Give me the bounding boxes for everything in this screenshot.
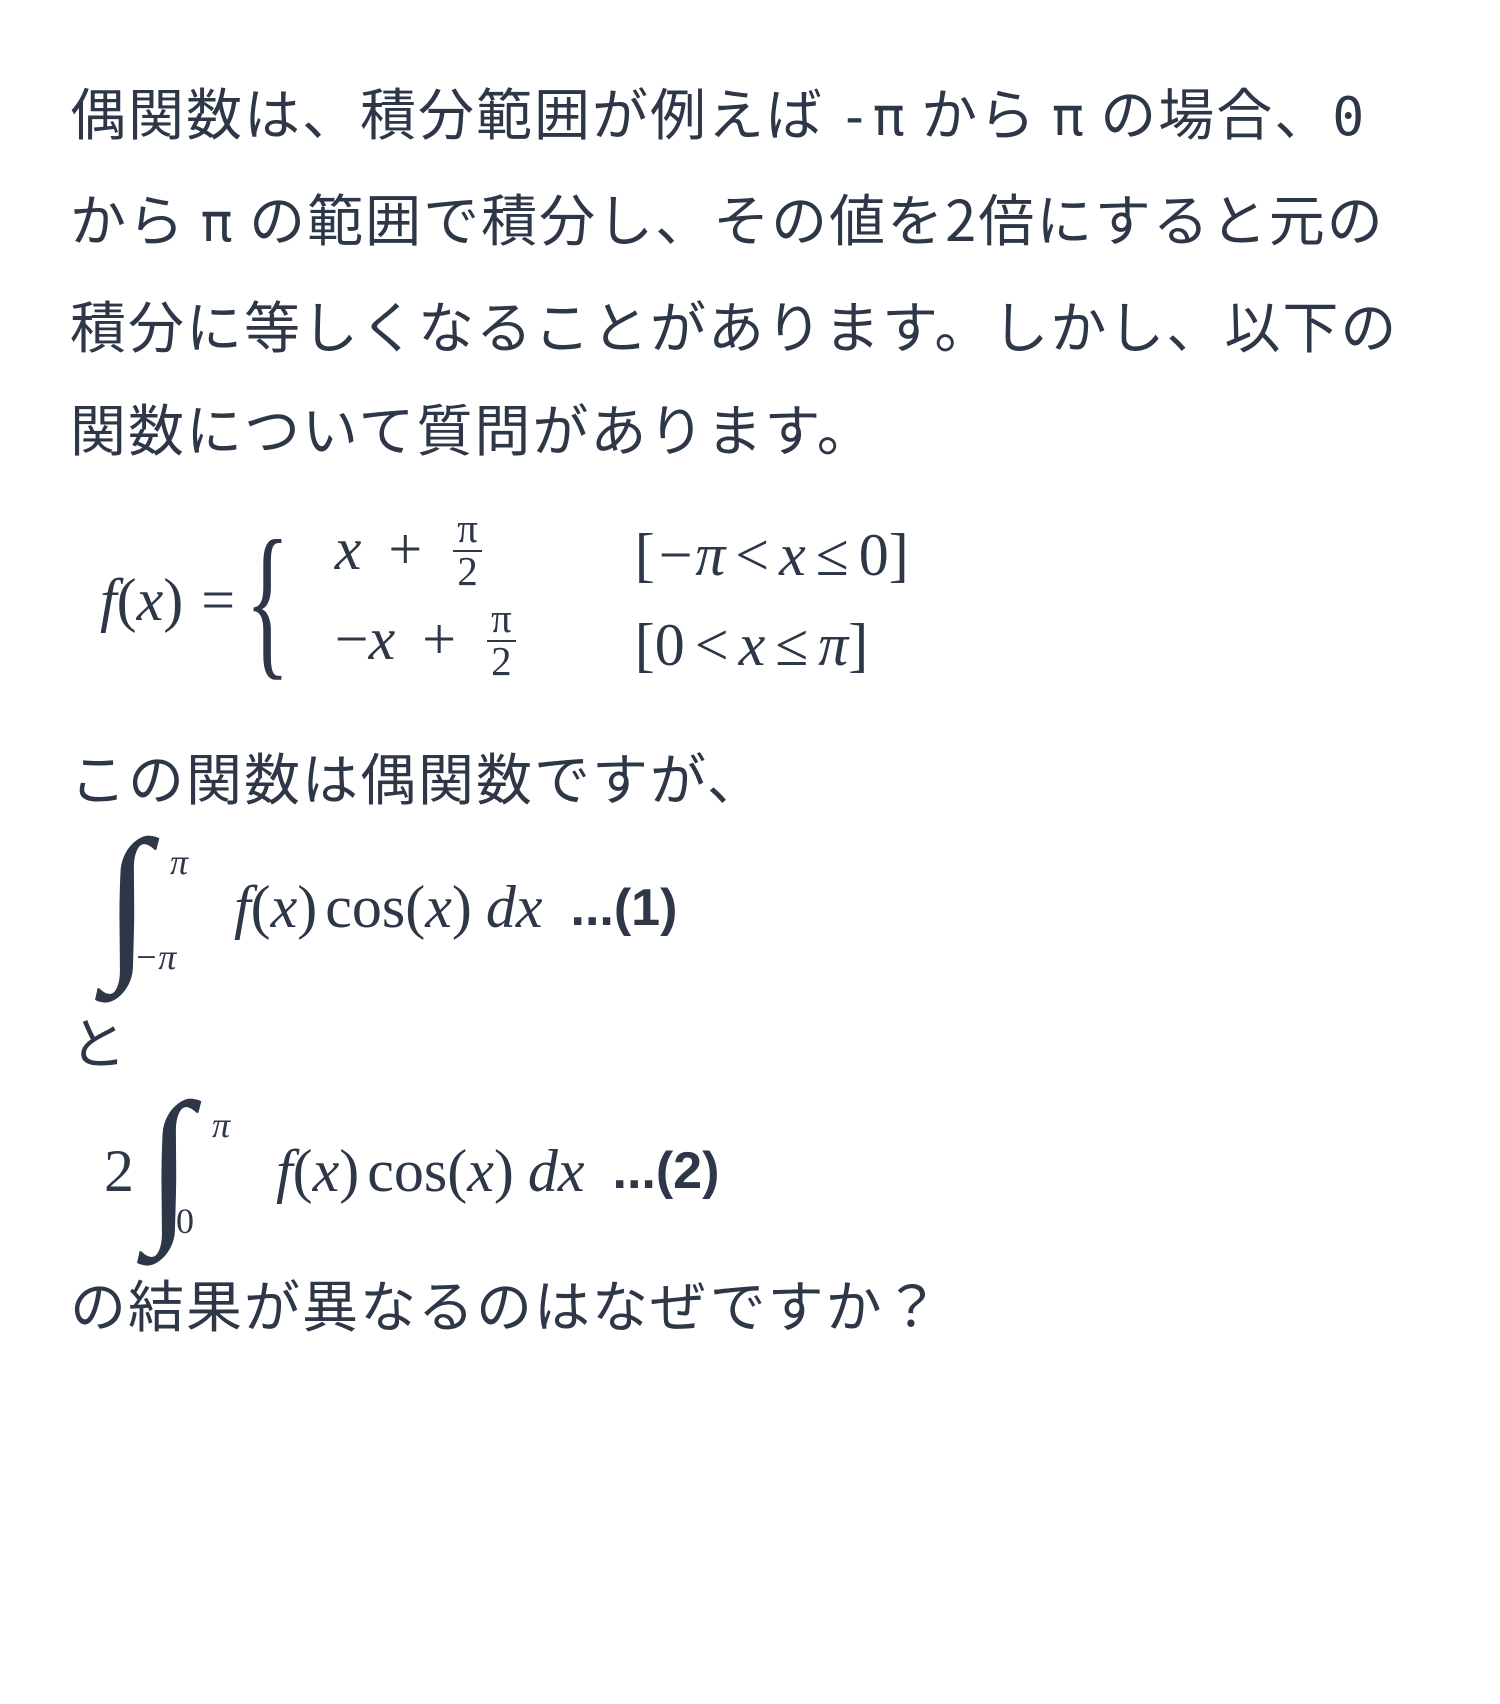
case-row-1: x + π 2 [−π<x≤0] — [335, 510, 909, 600]
int1-d: d — [486, 874, 516, 940]
case1-rel2: ≤ — [806, 522, 859, 588]
case1-expr: x + π 2 — [335, 513, 595, 597]
intro-part-2: から — [907, 71, 1052, 152]
case2-frac-den: 2 — [487, 640, 515, 683]
integral-2-lower: 0 — [176, 1188, 194, 1255]
case1-x: x — [335, 516, 362, 582]
int2-cos: cos — [367, 1138, 447, 1204]
intro-paragraph: 偶関数は、積分範囲が例えば -π から π の場合、0 から π の範囲で積分し… — [70, 60, 1430, 480]
intro-part-1: -π — [839, 86, 907, 148]
case2-rel1: < — [685, 612, 739, 678]
case1-rel1: < — [725, 522, 779, 588]
piecewise-cases: x + π 2 [−π<x≤0] −x + π — [335, 510, 909, 690]
case1-open: [ — [635, 522, 655, 588]
case1-cond: [−π<x≤0] — [595, 519, 909, 591]
case2-close: ] — [848, 612, 868, 678]
intro-part-3: π — [1052, 86, 1086, 148]
int1-x3: x — [516, 874, 543, 940]
integral-1-symbol: ∫ π −π — [104, 833, 194, 983]
integral-2-symbol: ∫ π 0 — [146, 1096, 236, 1246]
lhs-x: x — [137, 567, 164, 633]
connector-text: と — [70, 989, 1430, 1093]
intro-part-7: π — [201, 192, 235, 254]
case1-xv: x — [779, 522, 806, 588]
integral-1-upper: π — [170, 829, 188, 896]
case2-cond: [0<x≤π] — [595, 609, 868, 681]
integral-2-coef: 2 — [104, 1116, 146, 1227]
integral-1-label: ...(1) — [543, 860, 678, 956]
intro-part-0: 偶関数は、積分範囲が例えば — [70, 71, 839, 152]
int2-x2: x — [467, 1138, 494, 1204]
piecewise-lhs: f(x) — [100, 564, 201, 636]
integral-1-integrand: f(x)cos(x)dx — [194, 852, 543, 963]
int2-x3: x — [558, 1138, 585, 1204]
int1-cos: cos — [325, 874, 405, 940]
integral-2-label: ...(2) — [585, 1123, 720, 1219]
case2-xv: x — [739, 612, 766, 678]
int1-f: f — [234, 874, 251, 940]
integral-2-upper: π — [212, 1092, 230, 1159]
left-brace: { — [245, 510, 290, 690]
int1-x2: x — [425, 874, 452, 940]
int2-x1: x — [313, 1138, 340, 1204]
intro-part-8: の範囲で積分し、その値を2倍にすると元の積分に等しくなることがあります。しかし、… — [70, 177, 1398, 468]
intro-part-4: の場合、 — [1086, 71, 1333, 152]
integral-1-lower: −π — [134, 924, 176, 991]
case2-frac-num: π — [487, 599, 516, 640]
case1-frac-num: π — [453, 509, 482, 550]
int1-x1: x — [271, 874, 298, 940]
case1-frac: π 2 — [453, 509, 482, 593]
mid-paragraph: この関数は偶関数ですが、 — [70, 725, 1430, 829]
case1-a: −π — [655, 522, 726, 588]
int2-f: f — [276, 1138, 293, 1204]
case2-open: [ — [635, 612, 655, 678]
case2-x: x — [369, 606, 396, 672]
case1-close: ] — [889, 522, 909, 588]
case-row-2: −x + π 2 [0<x≤π] — [335, 600, 909, 690]
case2-frac: π 2 — [487, 599, 516, 683]
equals-sign: = — [201, 564, 245, 636]
piecewise-function: f(x) = { x + π 2 [−π<x≤0] — [100, 510, 1430, 690]
tail-paragraph: の結果が異なるのはなぜですか？ — [70, 1252, 1430, 1356]
integral-2-integrand: f(x)cos(x)dx — [236, 1116, 585, 1227]
integral-1: ∫ π −π f(x)cos(x)dx ...(1) — [104, 833, 1430, 983]
intro-part-6: から — [70, 177, 201, 258]
int2-d: d — [528, 1138, 558, 1204]
lhs-f: f — [100, 567, 117, 633]
case2-expr: −x + π 2 — [335, 603, 595, 687]
case2-b: π — [818, 612, 848, 678]
integral-2: 2 ∫ π 0 f(x)cos(x)dx ...(2) — [104, 1096, 1430, 1246]
case1-op: + — [376, 516, 434, 582]
case2-neg: − — [335, 606, 369, 672]
case2-a: 0 — [655, 612, 685, 678]
case1-b: 0 — [859, 522, 889, 588]
case2-op: + — [410, 606, 468, 672]
case2-rel2: ≤ — [765, 612, 818, 678]
intro-part-5: 0 — [1332, 86, 1366, 148]
case1-frac-den: 2 — [453, 550, 481, 593]
